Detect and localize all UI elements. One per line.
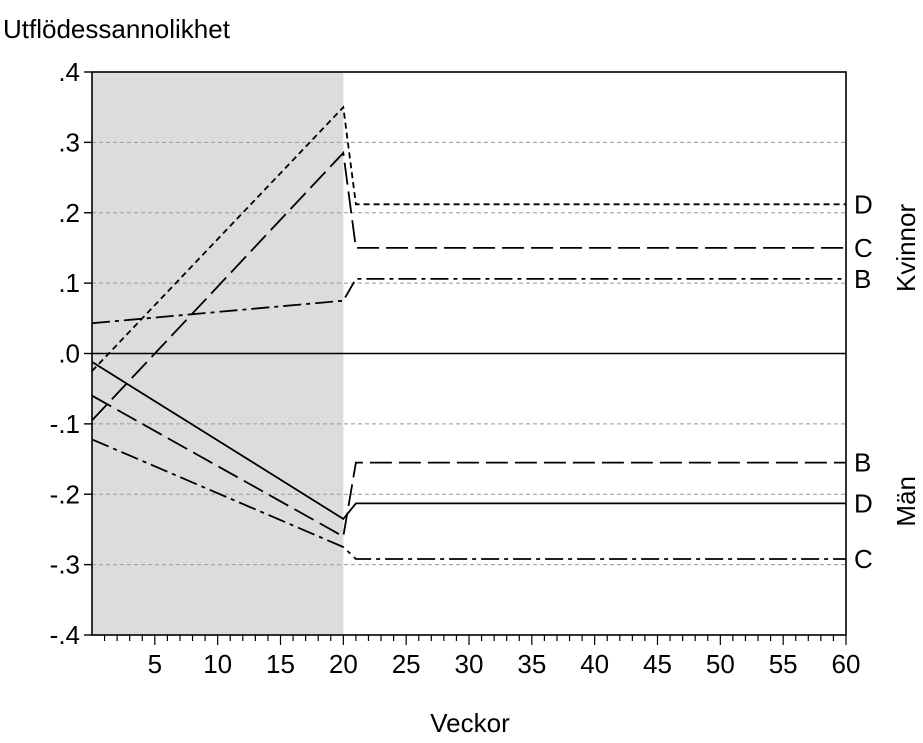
- series-line-kvinnor-b: [91, 277, 846, 325]
- y-tick-label-6: -.2: [50, 479, 80, 509]
- end-label-kvinnor-d: D: [854, 189, 873, 219]
- x-tick-label-4: 25: [392, 649, 421, 679]
- y-tick-label-3: .1: [58, 268, 80, 298]
- series-line-kvinnor-c: [91, 150, 846, 422]
- series-line-kvinnor-d: [91, 105, 846, 372]
- x-tick-label-3: 20: [329, 649, 358, 679]
- x-tick-label-10: 55: [769, 649, 798, 679]
- x-tick-label-11: 60: [832, 649, 861, 679]
- end-label-män-d: D: [854, 488, 873, 518]
- series-line-män-b: [91, 394, 846, 538]
- y-tick-label-4: .0: [58, 339, 80, 369]
- x-tick-label-1: 10: [203, 649, 232, 679]
- series-line-män-c: [91, 438, 846, 560]
- end-label-kvinnor-c: C: [854, 233, 873, 263]
- y-tick-label-8: -.4: [50, 620, 80, 650]
- x-axis-title: Veckor: [430, 708, 510, 738]
- y-axis-title: Utflödessannolikhet: [3, 14, 231, 44]
- y-tick-label-7: -.3: [50, 550, 80, 580]
- y-tick-label-0: .4: [58, 57, 80, 87]
- series-line-män-d: [91, 361, 846, 521]
- group-label-1: Män: [891, 476, 921, 527]
- y-tick-label-1: .3: [58, 127, 80, 157]
- end-label-män-c: C: [854, 544, 873, 574]
- x-tick-label-2: 15: [266, 649, 295, 679]
- group-label-0: Kvinnor: [891, 204, 921, 292]
- x-tick-label-7: 40: [580, 649, 609, 679]
- x-tick-label-8: 45: [643, 649, 672, 679]
- end-label-kvinnor-b: B: [854, 264, 871, 294]
- y-tick-label-5: -.1: [50, 409, 80, 439]
- x-tick-label-6: 35: [517, 649, 546, 679]
- x-tick-label-5: 30: [455, 649, 484, 679]
- end-label-män-b: B: [854, 448, 871, 478]
- x-tick-label-9: 50: [706, 649, 735, 679]
- x-tick-label-0: 5: [148, 649, 162, 679]
- y-tick-label-2: .2: [58, 198, 80, 228]
